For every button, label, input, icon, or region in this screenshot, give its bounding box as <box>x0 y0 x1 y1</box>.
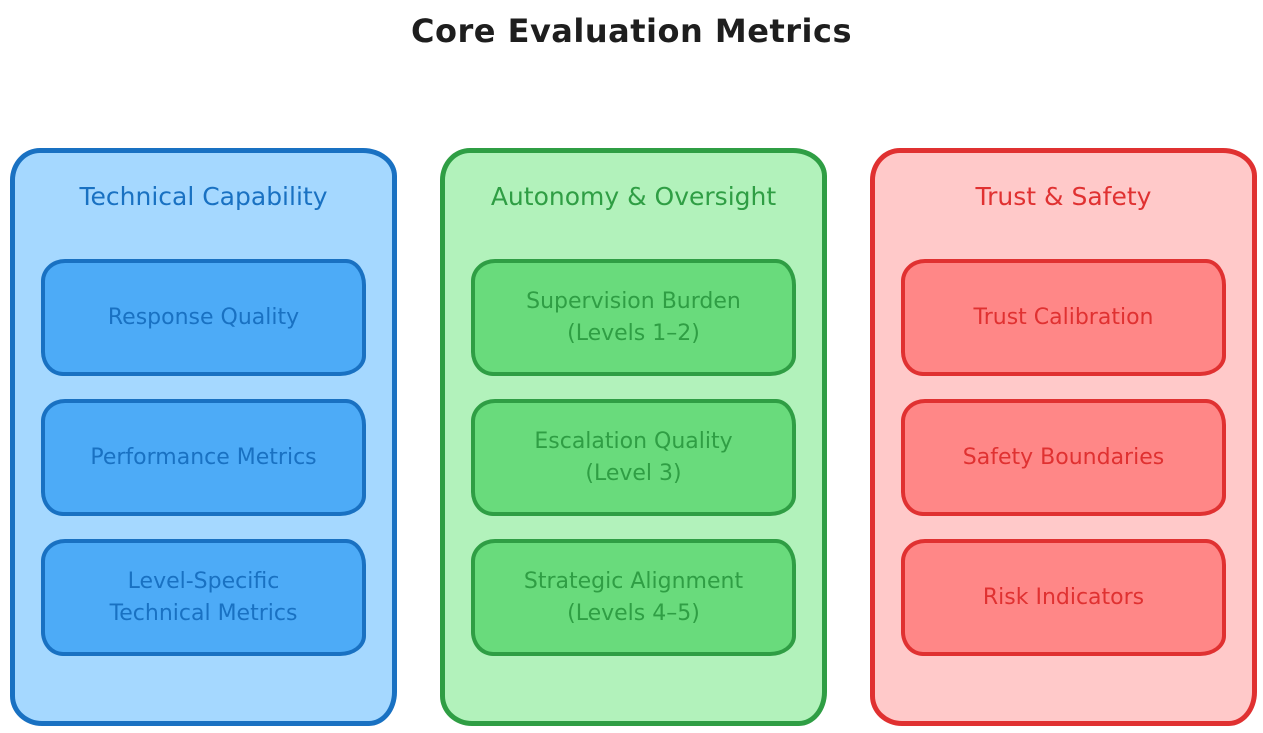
panel-header-autonomy-oversight: Autonomy & Oversight <box>490 182 777 211</box>
panel-autonomy-oversight: Autonomy & Oversight Supervision Burden … <box>440 148 827 726</box>
metric-box-supervision-burden: Supervision Burden (Levels 1–2) <box>471 259 796 376</box>
metric-label: Escalation Quality (Level 3) <box>534 428 733 486</box>
panel-items: Supervision Burden (Levels 1–2) Escalati… <box>471 259 796 656</box>
metric-box-safety-boundaries: Safety Boundaries <box>901 399 1226 516</box>
columns-row: Technical Capability Response Quality Pe… <box>10 148 1257 726</box>
metric-label: Performance Metrics <box>90 444 317 470</box>
metric-box-strategic-alignment: Strategic Alignment (Levels 4–5) <box>471 539 796 656</box>
metric-label: Safety Boundaries <box>962 444 1165 470</box>
panel-technical-capability: Technical Capability Response Quality Pe… <box>10 148 397 726</box>
metric-label: Level-Specific Technical Metrics <box>109 568 298 626</box>
panel-items: Response Quality Performance Metrics Lev… <box>41 259 366 656</box>
metric-box-level-specific-technical-metrics: Level-Specific Technical Metrics <box>41 539 366 656</box>
panel-header-trust-safety: Trust & Safety <box>975 182 1152 211</box>
panel-header-technical-capability: Technical Capability <box>79 182 328 211</box>
panel-trust-safety: Trust & Safety Trust Calibration Safety … <box>870 148 1257 726</box>
panel-items: Trust Calibration Safety Boundaries Risk… <box>901 259 1226 656</box>
metric-label: Supervision Burden (Levels 1–2) <box>526 288 741 346</box>
metric-label: Risk Indicators <box>982 584 1145 610</box>
metric-box-performance-metrics: Performance Metrics <box>41 399 366 516</box>
metric-box-response-quality: Response Quality <box>41 259 366 376</box>
metric-box-escalation-quality: Escalation Quality (Level 3) <box>471 399 796 516</box>
metric-label: Response Quality <box>107 304 300 330</box>
metric-box-trust-calibration: Trust Calibration <box>901 259 1226 376</box>
diagram-title: Core Evaluation Metrics <box>410 12 853 50</box>
metric-label: Strategic Alignment (Levels 4–5) <box>523 568 744 626</box>
metric-label: Trust Calibration <box>973 304 1154 330</box>
metric-box-risk-indicators: Risk Indicators <box>901 539 1226 656</box>
